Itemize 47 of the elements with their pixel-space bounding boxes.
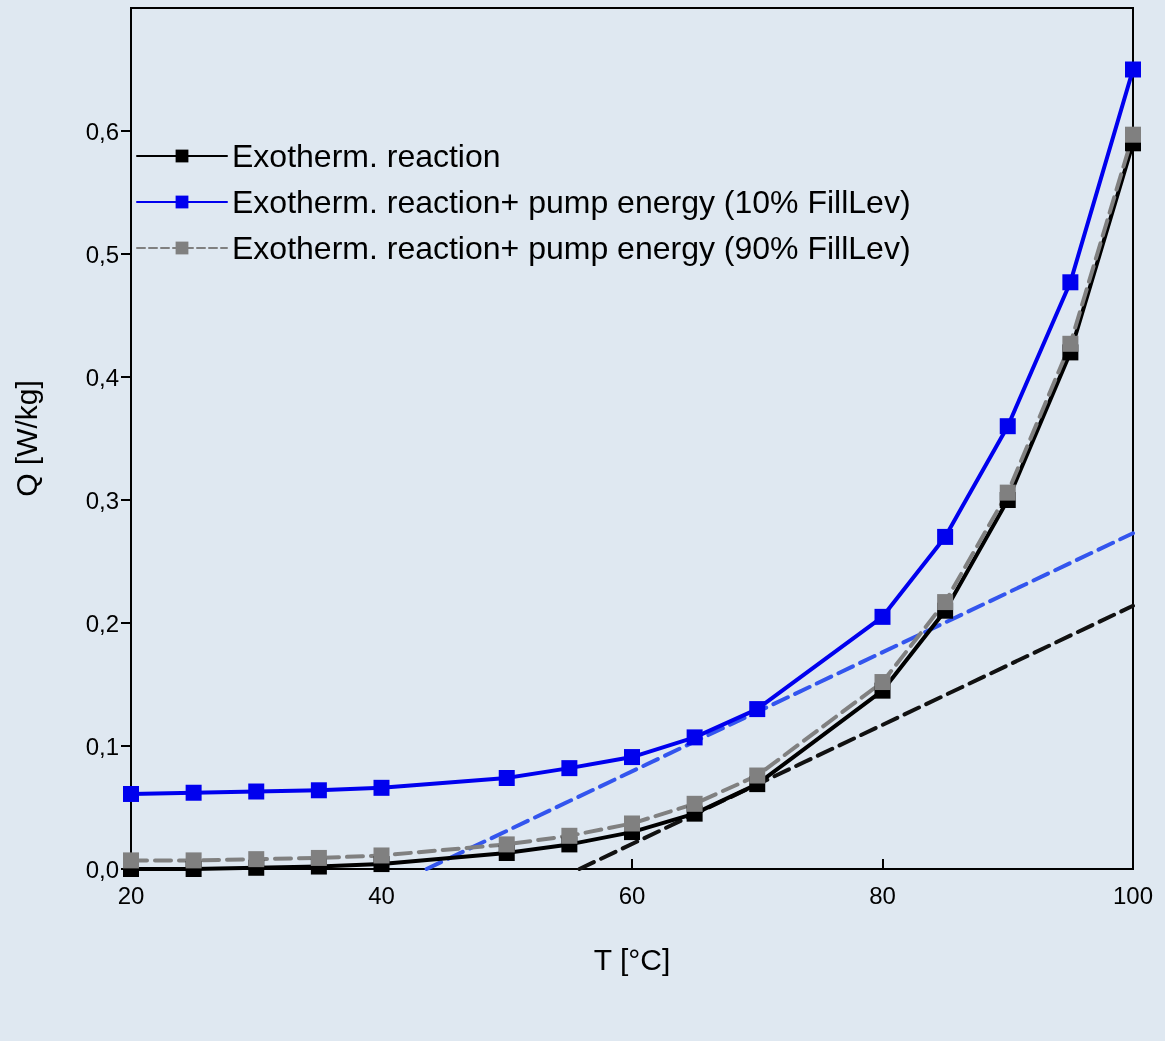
point <box>561 760 578 777</box>
point <box>686 729 703 746</box>
point <box>373 779 390 796</box>
point <box>248 783 265 800</box>
point <box>874 674 891 691</box>
point <box>185 784 202 801</box>
y-tick-label: 0,4 <box>85 363 119 391</box>
point <box>686 795 703 812</box>
point <box>498 769 515 786</box>
point <box>937 594 954 611</box>
y-tick-label: 0,5 <box>85 240 119 268</box>
point <box>1125 61 1141 78</box>
point <box>123 852 139 869</box>
x-tick-label: 100 <box>1112 881 1154 909</box>
point <box>624 749 640 766</box>
point <box>248 851 265 868</box>
point <box>749 767 766 784</box>
x-tick-label: 60 <box>618 881 646 909</box>
x-axis-title: T [°C] <box>593 942 671 976</box>
y-tick-label: 0,3 <box>85 486 119 514</box>
x-tick-label: 80 <box>869 881 896 909</box>
x-tick-label: 20 <box>117 881 145 909</box>
legend-label: Exotherm. reaction+ pump energy (90% FillLev) <box>232 230 911 266</box>
point <box>1125 126 1141 143</box>
x-tick-label: 40 <box>368 881 395 909</box>
point <box>1062 274 1079 291</box>
y-tick-label: 0,2 <box>85 609 119 637</box>
legend-label: Exotherm. reaction <box>232 138 501 174</box>
y-tick-label: 0,6 <box>85 117 119 145</box>
point <box>185 852 202 869</box>
point <box>498 836 515 853</box>
y-tick-label: 0,1 <box>85 732 119 760</box>
point <box>999 418 1016 435</box>
point <box>310 782 327 799</box>
point <box>1062 335 1079 352</box>
y-tick-label: 0,0 <box>85 855 119 883</box>
y-axis-title: Q [W/kg] <box>9 380 43 497</box>
point <box>874 608 891 625</box>
point <box>310 849 327 866</box>
point <box>999 484 1016 501</box>
point <box>624 815 640 832</box>
point <box>749 701 766 718</box>
point <box>561 827 578 844</box>
point <box>373 847 390 864</box>
point <box>937 528 954 545</box>
point <box>123 785 139 802</box>
legend-label: Exotherm. reaction+ pump energy (10% FillLev) <box>232 184 911 220</box>
